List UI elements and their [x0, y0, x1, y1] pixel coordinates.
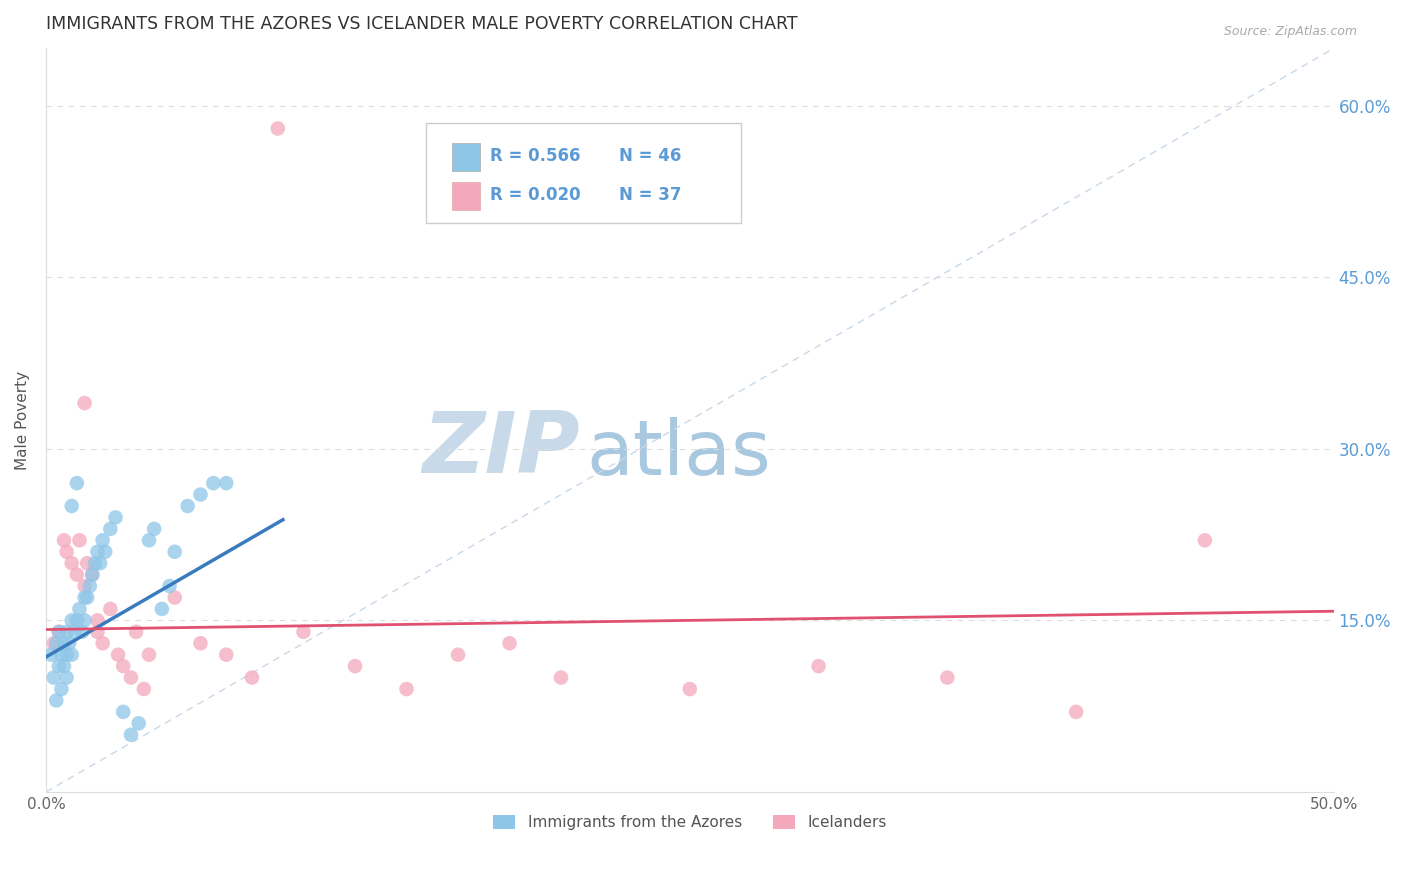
- Point: [202, 476, 225, 491]
- Point: [343, 659, 366, 673]
- Point: [1064, 705, 1087, 719]
- Point: [292, 624, 315, 639]
- Point: [215, 476, 238, 491]
- Point: [86, 624, 108, 639]
- Point: [55, 648, 77, 662]
- Point: [107, 648, 129, 662]
- Point: [82, 567, 104, 582]
- Point: [73, 396, 96, 410]
- Point: [42, 636, 65, 650]
- Point: [48, 624, 70, 639]
- Point: [143, 522, 166, 536]
- Point: [138, 533, 160, 548]
- Point: [395, 681, 418, 696]
- Y-axis label: Male Poverty: Male Poverty: [15, 371, 30, 470]
- Point: [159, 579, 181, 593]
- Point: [53, 636, 76, 650]
- FancyBboxPatch shape: [426, 123, 741, 223]
- Point: [163, 545, 186, 559]
- Point: [51, 648, 73, 662]
- Point: [55, 545, 77, 559]
- Point: [76, 591, 98, 605]
- Point: [48, 659, 70, 673]
- Point: [73, 591, 96, 605]
- Point: [1194, 533, 1216, 548]
- Point: [66, 567, 89, 582]
- Text: atlas: atlas: [586, 417, 772, 491]
- Point: [79, 579, 101, 593]
- Point: [58, 636, 80, 650]
- Point: [807, 659, 830, 673]
- Text: R = 0.566: R = 0.566: [491, 147, 581, 165]
- Point: [176, 499, 198, 513]
- Point: [51, 681, 73, 696]
- Point: [82, 567, 104, 582]
- Point: [48, 624, 70, 639]
- Point: [60, 556, 83, 570]
- Point: [498, 636, 520, 650]
- Point: [240, 671, 263, 685]
- Point: [73, 613, 96, 627]
- Point: [550, 671, 572, 685]
- Point: [91, 636, 114, 650]
- Point: [936, 671, 959, 685]
- Point: [112, 705, 135, 719]
- Point: [60, 613, 83, 627]
- Point: [190, 636, 212, 650]
- Point: [267, 121, 290, 136]
- Point: [125, 624, 148, 639]
- Legend: Immigrants from the Azores, Icelanders: Immigrants from the Azores, Icelanders: [486, 809, 893, 837]
- Point: [55, 624, 77, 639]
- Point: [76, 556, 98, 570]
- Point: [98, 602, 121, 616]
- Point: [128, 716, 150, 731]
- Point: [70, 624, 93, 639]
- Point: [66, 613, 89, 627]
- Text: ZIP: ZIP: [423, 409, 581, 491]
- Point: [73, 579, 96, 593]
- FancyBboxPatch shape: [451, 182, 479, 211]
- Point: [55, 671, 77, 685]
- Point: [42, 671, 65, 685]
- Text: Source: ZipAtlas.com: Source: ZipAtlas.com: [1223, 25, 1357, 38]
- Point: [215, 648, 238, 662]
- Point: [132, 681, 155, 696]
- Text: R = 0.020: R = 0.020: [491, 186, 581, 204]
- Point: [83, 556, 105, 570]
- Text: N = 37: N = 37: [619, 186, 682, 204]
- Point: [45, 636, 67, 650]
- Text: IMMIGRANTS FROM THE AZORES VS ICELANDER MALE POVERTY CORRELATION CHART: IMMIGRANTS FROM THE AZORES VS ICELANDER …: [46, 15, 797, 33]
- Point: [86, 545, 108, 559]
- Point: [91, 533, 114, 548]
- Point: [138, 648, 160, 662]
- Point: [679, 681, 702, 696]
- Point: [447, 648, 470, 662]
- Point: [94, 545, 117, 559]
- Point: [60, 648, 83, 662]
- Point: [190, 487, 212, 501]
- Point: [53, 659, 76, 673]
- Point: [63, 624, 86, 639]
- Point: [86, 613, 108, 627]
- Point: [150, 602, 173, 616]
- Point: [45, 693, 67, 707]
- Point: [120, 728, 142, 742]
- Point: [98, 522, 121, 536]
- Point: [69, 602, 91, 616]
- Point: [112, 659, 135, 673]
- Point: [60, 499, 83, 513]
- Point: [53, 533, 76, 548]
- Point: [104, 510, 127, 524]
- Point: [89, 556, 111, 570]
- Point: [39, 648, 62, 662]
- FancyBboxPatch shape: [451, 143, 479, 171]
- Point: [120, 671, 142, 685]
- Point: [69, 533, 91, 548]
- Point: [163, 591, 186, 605]
- Point: [66, 476, 89, 491]
- Text: N = 46: N = 46: [619, 147, 682, 165]
